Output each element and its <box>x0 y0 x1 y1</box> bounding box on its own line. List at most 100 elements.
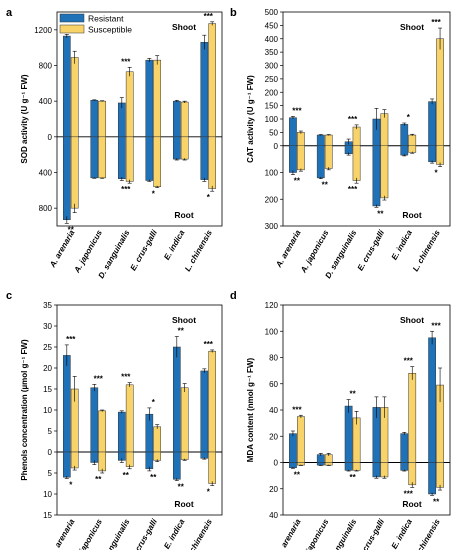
root-label: Root <box>402 210 422 220</box>
susceptible-root-bar <box>208 136 217 189</box>
root-label: Root <box>174 210 194 220</box>
susceptible-shoot-bar <box>352 126 361 147</box>
category-label: A. japonicus <box>72 517 104 550</box>
resistant-shoot-bar <box>145 59 154 138</box>
y-tick-label: 20 <box>43 364 52 373</box>
resistant-shoot-bar <box>289 117 297 146</box>
category-label: A. japonicus <box>298 517 330 550</box>
susceptible-root-bar <box>98 451 107 472</box>
susceptible-root-bar <box>180 136 189 160</box>
resistant-shoot-bar <box>200 370 209 453</box>
significance-root: * <box>207 193 211 202</box>
susceptible-root-bar <box>324 145 333 169</box>
significance-root: * <box>152 190 156 199</box>
category-label: A. japonicus <box>72 228 104 275</box>
y-tick-label: 250 <box>265 75 279 84</box>
significance-shoot: *** <box>121 57 131 66</box>
y-tick-label: 0 <box>48 448 53 457</box>
susceptible-root-bar <box>180 451 189 460</box>
y-tick-label: 100 <box>265 169 279 178</box>
category-label: E. crus-galli <box>129 517 160 550</box>
y-tick-label: 80 <box>269 354 278 363</box>
significance-shoot: *** <box>292 106 302 115</box>
chart-panel-d: d 40 20 0 20 40 60 80 100 120 MDA content (nmol g⁻… <box>230 290 451 550</box>
y-tick-label: 25 <box>43 343 52 352</box>
resistant-root-bar <box>400 462 409 471</box>
resistant-root-bar <box>428 145 436 163</box>
category-label: A. arenaria <box>48 228 77 270</box>
resistant-root-bar <box>172 451 181 480</box>
y-tick-label: 200 <box>265 195 279 204</box>
significance-shoot: *** <box>204 12 214 21</box>
significance-shoot: *** <box>94 374 104 383</box>
category-label: A. arenaria <box>274 228 303 270</box>
resistant-shoot-bar <box>172 100 181 138</box>
susceptible-shoot-bar <box>125 384 134 453</box>
plot-frame <box>282 304 451 516</box>
plot-frame <box>56 11 223 227</box>
susceptible-shoot-bar <box>98 100 107 138</box>
significance-root: ** <box>150 473 157 482</box>
category-label: E. indica <box>390 517 415 550</box>
y-tick-label: 1200 <box>34 26 52 35</box>
significance-root: * <box>207 488 211 497</box>
y-tick-label: 0 <box>274 459 279 468</box>
panel-letter: c <box>6 290 12 302</box>
y-tick-label: 100 <box>265 327 279 336</box>
susceptible-root-bar <box>70 136 79 209</box>
resistant-root-bar <box>372 145 381 207</box>
y-tick-label: 20 <box>269 432 278 441</box>
y-tick-label: 400 <box>39 97 53 106</box>
y-tick-label: 150 <box>265 102 279 111</box>
resistant-shoot-bar <box>117 411 126 453</box>
category-label: E. crus-galli <box>356 228 387 272</box>
significance-shoot: *** <box>431 18 441 27</box>
significance-shoot: *** <box>348 115 358 124</box>
category-label: E. indica <box>162 228 187 261</box>
plot-frame <box>282 11 451 227</box>
resistant-shoot-bar <box>400 124 409 146</box>
significance-shoot: *** <box>292 405 302 414</box>
resistant-root-bar <box>172 136 181 160</box>
y-tick-label: 350 <box>265 48 279 57</box>
shoot-label: Shoot <box>400 315 424 325</box>
susceptible-shoot-bar <box>297 132 305 146</box>
shoot-label: Shoot <box>172 315 196 325</box>
chart-panel-c: c 15 10 5 0 5 10 15 20 25 30 35 Phenols concentratio… <box>6 290 223 550</box>
category-label: L. chinensis <box>183 517 214 550</box>
panel-letter: a <box>6 7 13 19</box>
resistant-shoot-bar <box>62 355 71 453</box>
legend-label-susceptible: Susceptible <box>88 25 132 35</box>
resistant-shoot-bar <box>428 337 436 463</box>
susceptible-root-bar <box>408 145 417 153</box>
legend-swatch-susceptible <box>59 24 85 34</box>
y-tick-label: 40 <box>269 406 278 415</box>
y-tick-label: 200 <box>265 88 279 97</box>
y-tick-label: 5 <box>48 469 53 478</box>
susceptible-root-bar <box>380 145 389 199</box>
significance-root: ** <box>178 483 185 492</box>
resistant-root-bar <box>400 145 409 156</box>
susceptible-root-bar <box>436 462 444 488</box>
y-tick-label: 10 <box>43 490 52 499</box>
resistant-root-bar <box>62 136 71 221</box>
category-label: E. crus-galli <box>129 228 160 272</box>
y-tick-label: 40 <box>269 511 278 520</box>
significance-root: ** <box>433 497 440 506</box>
significance-root: *** <box>404 489 414 498</box>
shoot-label: Shoot <box>400 22 424 32</box>
susceptible-root-bar <box>297 145 305 171</box>
chart-panel-b: b 300 200 100 0 50 100 150 200 250 300 350 400 450 500… <box>230 7 451 280</box>
significance-root: ** <box>377 209 384 218</box>
significance-root: ** <box>123 471 130 480</box>
y-tick-label: 120 <box>265 301 279 310</box>
category-label: A. arenaria <box>274 517 303 550</box>
resistant-shoot-bar <box>172 346 181 453</box>
y-axis-label: MDA content (nmol g⁻¹ FW) <box>246 357 255 462</box>
resistant-shoot-bar <box>200 42 209 138</box>
root-label: Root <box>174 499 194 509</box>
significance-shoot: * <box>152 398 156 407</box>
susceptible-shoot-bar <box>408 134 417 147</box>
category-label: E. indica <box>162 517 187 550</box>
